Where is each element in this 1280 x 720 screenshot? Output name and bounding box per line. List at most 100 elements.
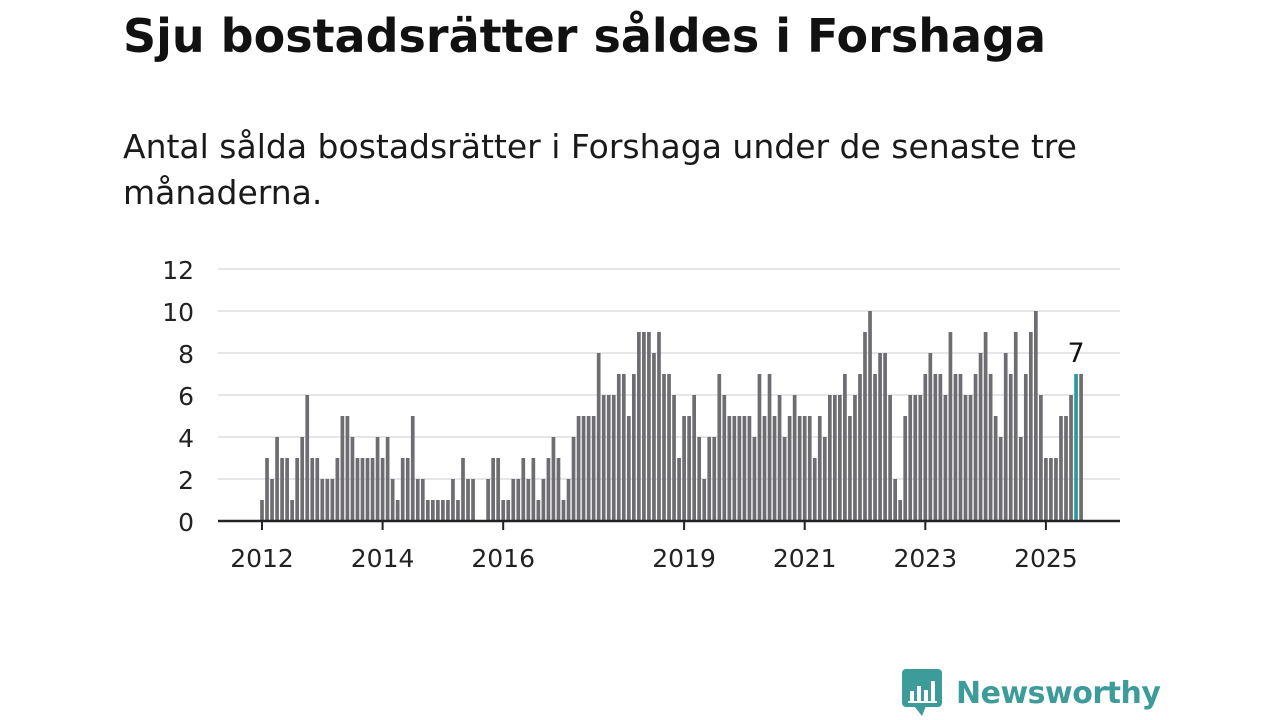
bar <box>320 479 325 521</box>
bar <box>993 416 998 521</box>
bar <box>908 395 913 521</box>
x-tick-label: 2025 <box>1014 544 1078 573</box>
bar <box>310 458 315 521</box>
axes <box>218 519 1120 530</box>
bar <box>1049 458 1053 521</box>
bar <box>657 332 661 521</box>
bar <box>702 479 707 521</box>
bar <box>360 458 365 521</box>
y-tick-label: 10 <box>162 298 194 327</box>
bar <box>672 395 676 521</box>
bar <box>581 416 586 521</box>
bar <box>727 416 732 521</box>
bar <box>792 395 797 521</box>
bar <box>632 374 636 521</box>
bar <box>787 416 792 521</box>
y-tick-label: 12 <box>162 256 194 285</box>
bar <box>335 458 340 521</box>
bar <box>782 437 787 521</box>
bar <box>290 500 294 521</box>
bar <box>928 353 933 521</box>
bar <box>983 332 988 521</box>
bar <box>466 479 470 521</box>
bar <box>772 416 777 521</box>
bar <box>546 458 551 521</box>
newsworthy-logo-icon <box>902 669 942 716</box>
bar <box>521 458 526 521</box>
bar <box>888 395 892 521</box>
bar <box>295 458 300 521</box>
bar <box>963 395 968 521</box>
bar <box>486 479 490 521</box>
bar <box>1008 374 1013 521</box>
bar <box>647 332 651 521</box>
bar <box>501 500 506 521</box>
bar <box>717 374 722 521</box>
x-tick-label: 2023 <box>893 544 957 573</box>
bar <box>305 395 310 521</box>
bar <box>687 416 691 521</box>
bar <box>265 458 269 521</box>
bar <box>275 437 279 521</box>
highlight-value-label: 7 <box>1067 338 1084 369</box>
bar <box>315 458 320 521</box>
bar <box>968 395 973 521</box>
bar <box>446 500 450 521</box>
bar <box>652 353 656 521</box>
bar <box>848 416 852 521</box>
bar <box>606 395 611 521</box>
bar <box>1064 416 1068 521</box>
bar <box>1028 332 1033 521</box>
bar <box>843 374 847 521</box>
bar <box>325 479 330 521</box>
bar <box>943 395 948 521</box>
bar <box>767 374 772 521</box>
bar <box>933 374 938 521</box>
bar <box>270 479 274 521</box>
bar <box>838 395 842 521</box>
bar <box>923 374 928 521</box>
bar <box>707 437 712 521</box>
y-tick-label: 8 <box>178 340 194 369</box>
bar <box>260 500 264 521</box>
bar <box>345 416 350 521</box>
x-tick-label: 2019 <box>652 544 716 573</box>
bar <box>637 332 641 521</box>
bar <box>812 458 817 521</box>
bar <box>827 395 832 521</box>
x-tick-label: 2012 <box>230 544 294 573</box>
bar <box>415 479 420 521</box>
bar <box>1079 374 1083 521</box>
bar <box>722 395 727 521</box>
bar <box>531 458 536 521</box>
bar <box>1013 332 1018 521</box>
bar <box>596 353 601 521</box>
bar <box>395 500 400 521</box>
bar <box>616 374 621 521</box>
bar <box>626 416 631 521</box>
newsworthy-logo[interactable]: Newsworthy <box>902 668 1161 718</box>
bar <box>938 374 943 521</box>
bar <box>1069 395 1073 521</box>
bar <box>400 458 405 521</box>
bar <box>682 416 686 521</box>
bar <box>576 416 581 521</box>
bar <box>958 374 963 521</box>
bar <box>586 416 591 521</box>
bars <box>260 311 1083 521</box>
bar-highlight <box>1074 374 1078 521</box>
bar <box>978 353 983 521</box>
labels: 0 2 4 6 8 10 12 2012 2014 2016 2019 2021 2023 2025 7 <box>162 256 1084 573</box>
y-tick-label: 0 <box>178 508 194 537</box>
bar <box>998 437 1003 521</box>
bar <box>541 479 546 521</box>
y-tick-label: 4 <box>178 424 194 453</box>
bar <box>817 416 822 521</box>
bar <box>365 458 370 521</box>
y-tick-label: 2 <box>178 466 194 495</box>
bar <box>516 479 521 521</box>
bar <box>431 500 435 521</box>
bar <box>913 395 918 521</box>
bar <box>853 395 857 521</box>
bar <box>988 374 993 521</box>
